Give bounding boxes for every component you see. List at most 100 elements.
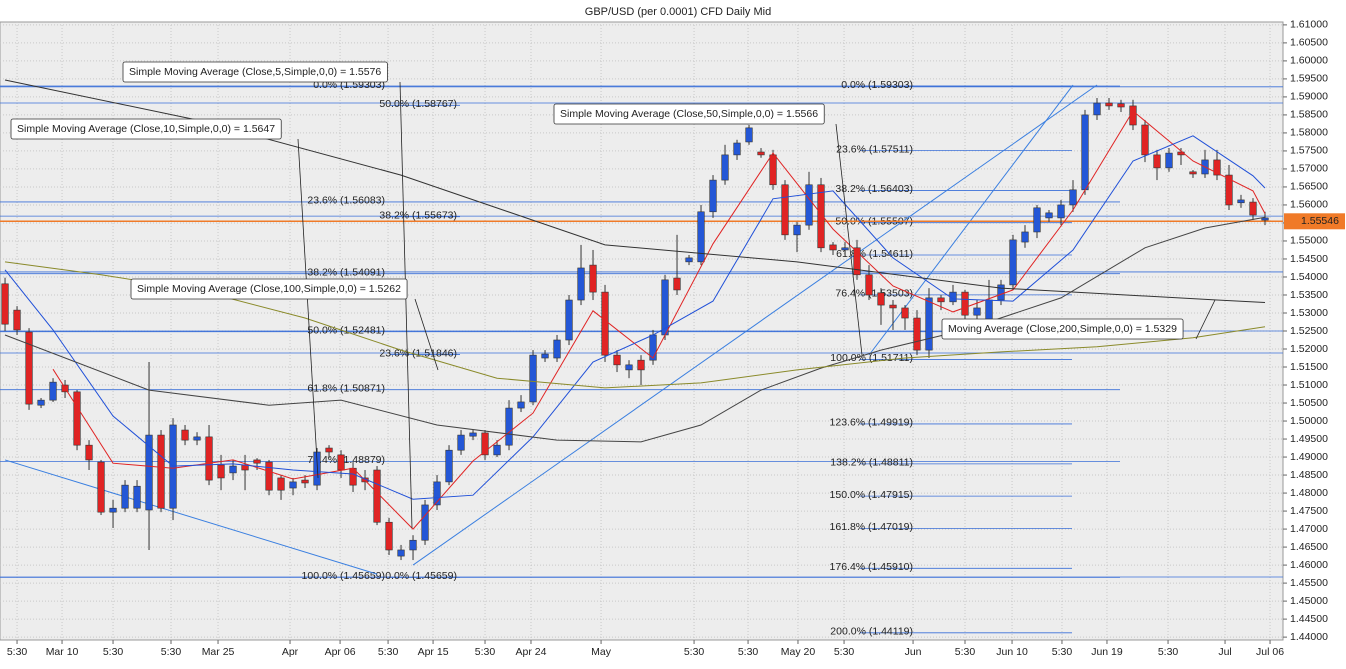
fib-label: 61.8% (1.50871) — [307, 382, 385, 394]
x-tick-label: 5:30 — [1158, 646, 1179, 658]
x-tick-label: Jun 10 — [996, 646, 1028, 658]
fib-label: 200.0% (1.44119) — [830, 626, 913, 638]
y-tick-label: 1.53000 — [1290, 307, 1328, 319]
candle-body — [937, 297, 945, 303]
callout-connector — [414, 298, 439, 371]
fib-label: 123.6% (1.49919) — [830, 417, 913, 429]
callout-label: Moving Average (Close,200,Simple,0,0) = … — [948, 323, 1177, 335]
y-tick-label: 1.49000 — [1290, 451, 1328, 463]
candle-body — [1129, 105, 1137, 126]
fib-label: 0.0% (1.59303) — [841, 79, 913, 91]
candle-body — [721, 154, 729, 181]
candle-body — [1249, 201, 1257, 216]
x-tick-label: Apr 24 — [516, 646, 547, 658]
y-tick-label: 1.57000 — [1290, 163, 1328, 175]
candle-body — [301, 479, 309, 484]
candle-body — [817, 184, 825, 249]
y-tick-label: 1.50500 — [1290, 397, 1328, 409]
callout-label: Simple Moving Average (Close,50,Simple,0… — [560, 108, 818, 120]
y-tick-label: 1.46000 — [1290, 559, 1328, 571]
candle-body — [457, 434, 465, 451]
y-tick-label: 1.45000 — [1290, 595, 1328, 607]
y-tick-label: 1.59500 — [1290, 73, 1328, 85]
callout-connector — [835, 123, 863, 356]
x-tick-label: 5:30 — [834, 646, 855, 658]
fib-label: 50.0% (1.52481) — [307, 324, 385, 336]
callout-box — [941, 318, 1184, 340]
candle-body — [913, 317, 921, 351]
candle-body — [181, 429, 189, 441]
fib-label: 150.0% (1.47915) — [830, 489, 913, 501]
candle-body — [541, 353, 549, 359]
candle-body — [385, 521, 393, 551]
candle-body — [193, 436, 201, 441]
candle-body — [373, 469, 381, 523]
candle-body — [145, 434, 153, 511]
candle-body — [25, 331, 33, 405]
candle-body — [529, 354, 537, 403]
y-tick-label: 1.49500 — [1290, 433, 1328, 445]
candle-body — [1069, 189, 1077, 206]
callout-label: Simple Moving Average (Close,100,Simple,… — [137, 283, 401, 295]
candle-body — [589, 264, 597, 293]
candle-body — [313, 451, 321, 486]
trendline — [412, 84, 1098, 566]
candle-body — [421, 504, 429, 541]
candle-body — [973, 307, 981, 316]
candle-body — [1021, 231, 1029, 243]
fib-label: 38.2% (1.56403) — [835, 183, 913, 195]
candle-body — [565, 299, 573, 341]
candle-body — [997, 284, 1005, 301]
x-tick-label: Jul 06 — [1256, 646, 1284, 658]
fib-label: 100.0% (1.51711) — [830, 352, 913, 364]
y-tick-label: 1.56000 — [1290, 199, 1328, 211]
candle-body — [1225, 174, 1233, 206]
x-tick-label: Mar 10 — [46, 646, 79, 658]
candle-body — [601, 291, 609, 356]
y-tick-label: 1.51500 — [1290, 361, 1328, 373]
candle-body — [289, 481, 297, 489]
fib-label: 138.2% (1.48811) — [830, 457, 913, 469]
callout-box — [553, 103, 825, 125]
candle-body — [445, 449, 453, 483]
candle-body — [205, 436, 213, 481]
x-tick-label: 5:30 — [103, 646, 124, 658]
x-tick-label: Mar 25 — [202, 646, 235, 658]
candle-body — [1009, 239, 1017, 286]
fib-label: 100.0% (1.45659) — [302, 570, 385, 582]
x-tick-label: 5:30 — [7, 646, 28, 658]
fib-label: 23.6% (1.56083) — [307, 195, 385, 207]
callout-box — [10, 118, 282, 140]
moving-average-line — [4, 216, 1266, 443]
candle-body — [397, 549, 405, 557]
y-tick-label: 1.45500 — [1290, 577, 1328, 589]
x-tick-label: 5:30 — [161, 646, 182, 658]
candle-body — [265, 461, 273, 491]
callout-label: Simple Moving Average (Close,10,Simple,0… — [17, 123, 275, 135]
y-tick-label: 1.58000 — [1290, 127, 1328, 139]
fib-label: 0.0% (1.45659) — [385, 570, 457, 582]
y-tick-label: 1.59000 — [1290, 91, 1328, 103]
candle-body — [1105, 102, 1113, 107]
candle-body — [1081, 114, 1089, 191]
x-tick-label: Jun — [905, 646, 922, 658]
candle-body — [37, 399, 45, 406]
x-tick-label: Jul — [1218, 646, 1231, 658]
candle-body — [793, 224, 801, 236]
candle-body — [121, 484, 129, 509]
candle-body — [217, 464, 225, 479]
candle-body — [865, 274, 873, 296]
candle-body — [1117, 103, 1125, 108]
y-tick-label: 1.44000 — [1290, 631, 1328, 643]
candle-body — [805, 184, 813, 226]
y-tick-label: 1.47500 — [1290, 505, 1328, 517]
candle-body — [409, 539, 417, 551]
candle-body — [697, 211, 705, 263]
callout-connector — [399, 81, 413, 529]
y-tick-label: 1.48000 — [1290, 487, 1328, 499]
y-tick-label: 1.47000 — [1290, 523, 1328, 535]
candle-body — [13, 309, 21, 331]
candle-body — [1033, 207, 1041, 233]
fib-label: 161.8% (1.47019) — [830, 521, 913, 533]
